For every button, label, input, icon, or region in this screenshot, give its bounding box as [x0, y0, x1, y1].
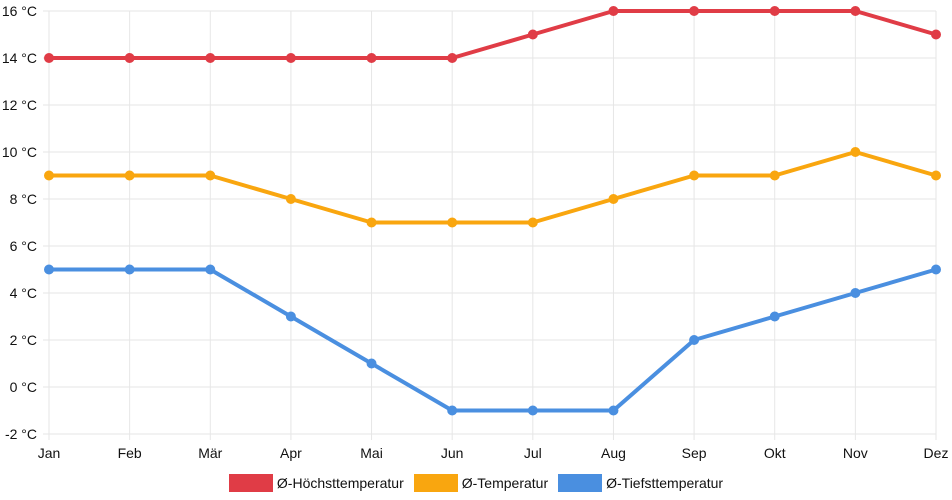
x-tick-label: Feb [118, 445, 142, 461]
data-point[interactable] [608, 194, 619, 204]
data-point[interactable] [769, 170, 780, 181]
legend-swatch-mean [413, 474, 458, 492]
data-point[interactable] [124, 170, 135, 181]
data-point[interactable] [608, 6, 619, 16]
data-point[interactable] [527, 29, 538, 40]
x-tick-label: Nov [843, 445, 868, 461]
x-tick-label: Jan [38, 445, 61, 461]
y-tick-label: 0 °C [10, 379, 37, 395]
data-point[interactable] [769, 6, 780, 16]
series-line-0 [47, 9, 938, 60]
data-point[interactable] [689, 170, 700, 181]
data-point[interactable] [527, 405, 538, 416]
data-point[interactable] [366, 53, 377, 63]
x-tick-label: Sep [682, 445, 707, 461]
x-tick-label: Mai [360, 445, 383, 461]
data-point[interactable] [205, 53, 216, 63]
data-point[interactable] [447, 53, 458, 63]
data-point[interactable] [44, 53, 54, 63]
data-point[interactable] [366, 217, 377, 228]
y-tick-label: 10 °C [2, 144, 37, 160]
y-tick-label: 8 °C [10, 191, 37, 207]
y-tick-label: 6 °C [10, 238, 37, 254]
y-tick-label: 4 °C [10, 285, 37, 301]
x-tick-label: Aug [601, 445, 626, 461]
y-tick-label: 14 °C [2, 50, 37, 66]
data-point[interactable] [769, 311, 780, 322]
data-point[interactable] [931, 29, 941, 40]
series-lines [47, 9, 938, 413]
y-tick-label: 12 °C [2, 97, 37, 113]
data-point[interactable] [205, 170, 216, 181]
data-point[interactable] [689, 6, 700, 16]
data-point[interactable] [850, 6, 861, 16]
data-point[interactable] [689, 335, 700, 345]
data-point[interactable] [205, 264, 216, 275]
data-point[interactable] [285, 311, 296, 322]
legend-label-min: Ø-Tiefsttemperatur [606, 475, 724, 491]
series-points [44, 6, 941, 416]
y-axis-tick-labels: -2 °C 0 °C 2 °C 4 °C 6 °C 8 °C 10 °C 12 °C 14 °C… [2, 3, 37, 442]
data-point[interactable] [124, 264, 135, 275]
data-point[interactable] [447, 405, 458, 416]
legend-item-max[interactable]: Ø-Höchsttemperatur [228, 474, 404, 492]
data-point[interactable] [931, 170, 941, 181]
series-line-1 [47, 150, 938, 225]
data-point[interactable] [124, 53, 135, 63]
legend-label-max: Ø-Höchsttemperatur [276, 475, 404, 491]
data-point[interactable] [285, 53, 296, 63]
data-point[interactable] [527, 217, 538, 228]
chart-canvas: -2 °C 0 °C 2 °C 4 °C 6 °C 8 °C 10 °C 12 °C 14 °C… [2, 3, 949, 461]
x-axis-tick-labels: Jan Feb Mär Apr Mai Jun Jul Aug Sep Okt Nov Dez [38, 445, 949, 461]
y-tick-label: -2 °C [5, 426, 37, 442]
data-point[interactable] [931, 264, 941, 275]
legend-item-min[interactable]: Ø-Tiefsttemperatur [558, 474, 723, 492]
data-point[interactable] [285, 194, 296, 204]
data-point[interactable] [366, 358, 377, 369]
y-tick-label: 16 °C [2, 3, 37, 19]
legend-label-mean: Ø-Temperatur [461, 475, 549, 491]
x-tick-label: Okt [764, 445, 786, 461]
legend-swatch-min [558, 474, 603, 492]
data-point[interactable] [608, 405, 619, 416]
data-point[interactable] [850, 288, 861, 298]
chart-legend: Ø-Höchsttemperatur Ø-Temperatur Ø-Tiefst… [0, 470, 952, 496]
x-tick-label: Dez [924, 445, 949, 461]
data-point[interactable] [850, 147, 861, 157]
data-point[interactable] [447, 217, 458, 228]
legend-swatch-max [228, 474, 273, 492]
y-tick-label: 2 °C [10, 332, 37, 348]
x-tick-label: Jun [441, 445, 464, 461]
vertical-gridlines [48, 11, 937, 440]
x-tick-label: Apr [280, 445, 302, 461]
series-line-2 [47, 267, 938, 413]
x-tick-label: Mär [198, 445, 222, 461]
x-tick-label: Jul [524, 445, 542, 461]
data-point[interactable] [44, 264, 54, 275]
data-point[interactable] [44, 170, 54, 181]
legend-item-mean[interactable]: Ø-Temperatur [413, 474, 549, 492]
